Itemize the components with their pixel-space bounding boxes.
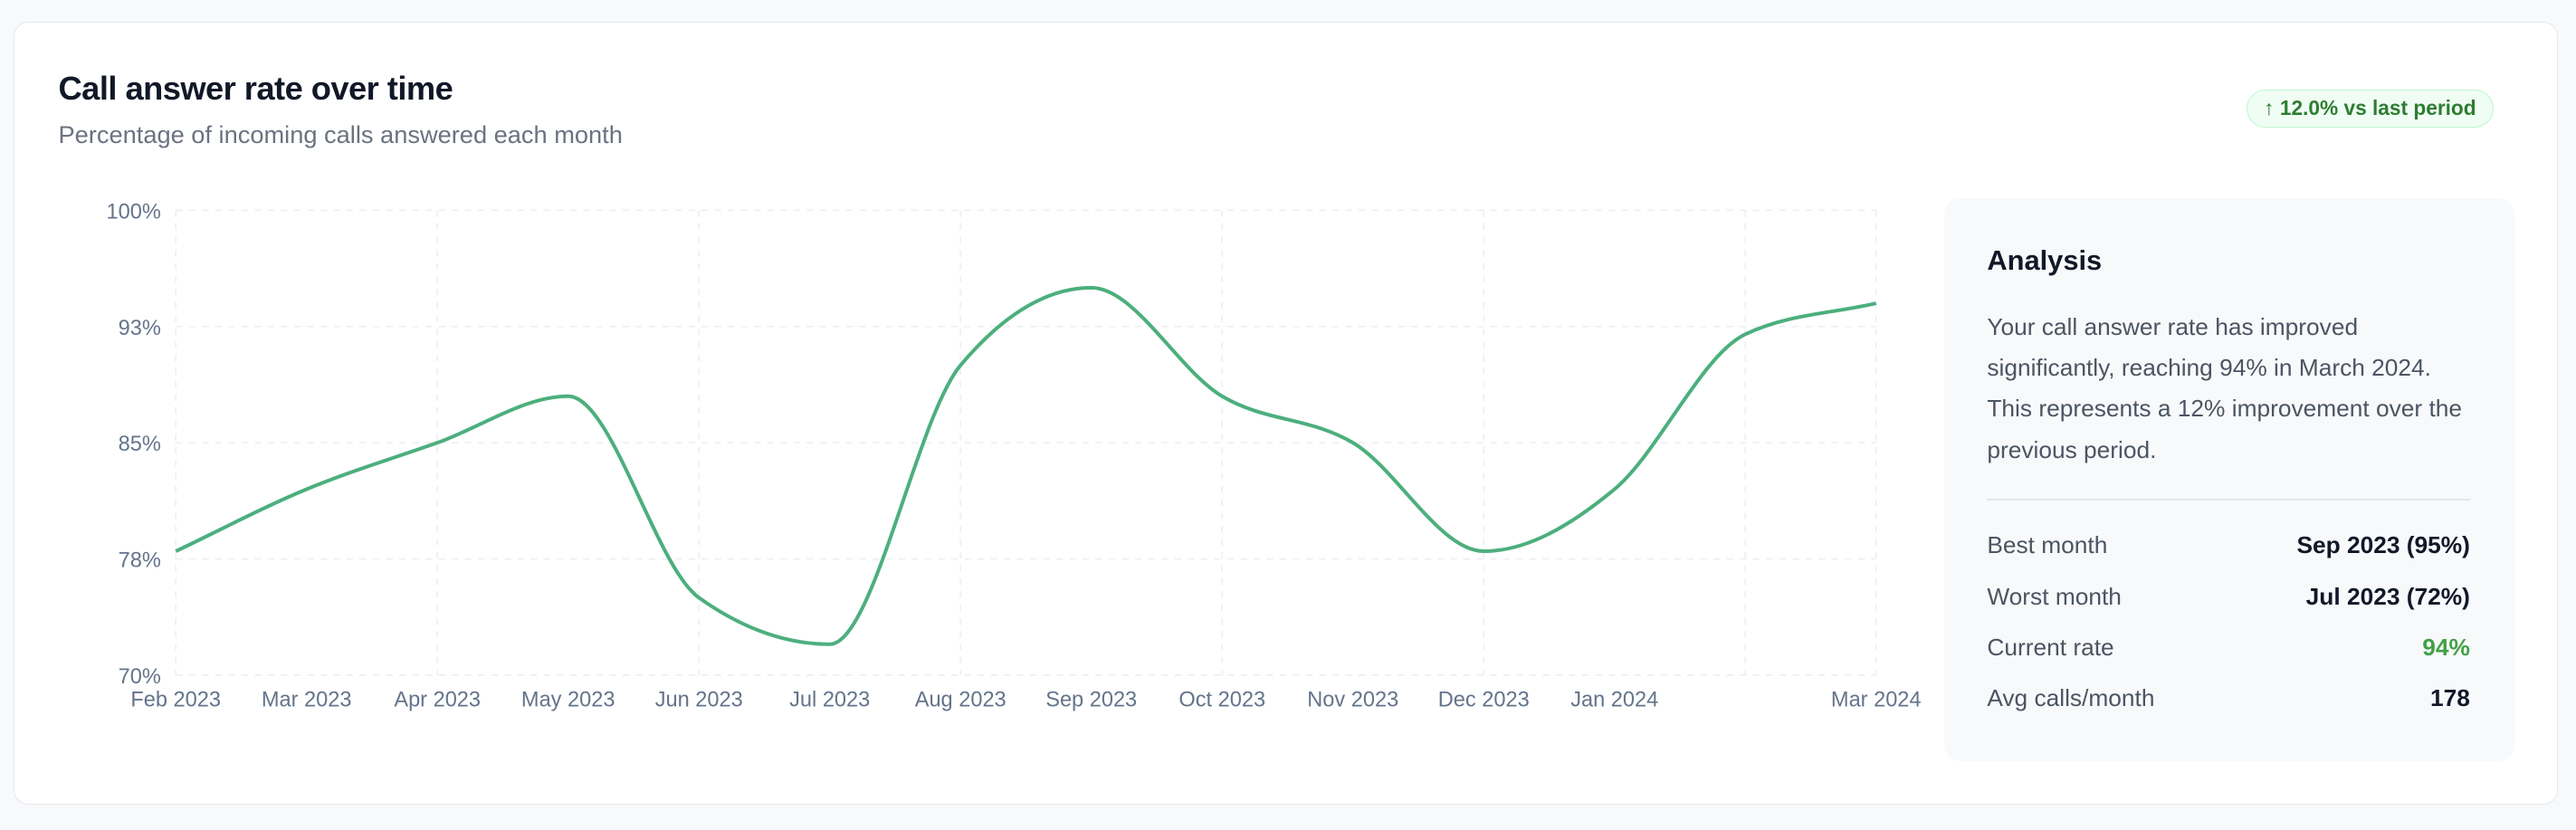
x-tick-label: Dec 2023	[1438, 687, 1530, 711]
y-tick-label: 70%	[119, 664, 161, 688]
x-tick-label: Apr 2023	[394, 687, 481, 711]
stat-current-rate: Current rate 94%	[1987, 634, 2470, 662]
arrow-up-icon: ↑	[2264, 96, 2275, 119]
trend-badge: ↑ 12.0% vs last period	[2247, 90, 2494, 128]
series-line	[175, 285, 1877, 646]
x-tick-label: Mar 2023	[262, 687, 352, 711]
trend-badge-text: 12.0% vs last period	[2279, 96, 2476, 119]
stat-best-month: Best month Sep 2023 (95%)	[1987, 531, 2470, 559]
stat-value: Jul 2023 (72%)	[2305, 582, 2470, 610]
x-tick-label: Feb 2023	[130, 687, 221, 711]
analysis-title: Analysis	[1987, 243, 2103, 276]
stat-value: 94%	[2422, 633, 2470, 661]
y-tick-label: 100%	[107, 199, 161, 223]
stat-value: 178	[2430, 684, 2470, 712]
x-tick-label: Sep 2023	[1045, 687, 1137, 711]
x-tick-label: Aug 2023	[915, 687, 1007, 711]
stat-label: Best month	[1987, 531, 2108, 559]
x-tick-label: Nov 2023	[1307, 687, 1398, 711]
x-tick-label: May 2023	[521, 687, 615, 711]
x-tick-label: Jul 2023	[789, 687, 870, 711]
card-subtitle: Percentage of incoming calls answered ea…	[58, 120, 623, 149]
analysis-text: Your call answer rate has improved signi…	[1987, 312, 2463, 463]
analysis-panel: Analysis Your call answer rate has impro…	[1944, 197, 2514, 762]
stat-value: Sep 2023 (95%)	[2296, 531, 2470, 559]
y-tick-label: 78%	[119, 549, 161, 572]
stat-avg-calls: Avg calls/month 178	[1987, 684, 2470, 712]
card-title: Call answer rate over time	[58, 70, 453, 108]
x-tick-label: Mar 2024	[1831, 687, 1922, 711]
divider	[1987, 498, 2470, 501]
stat-worst-month: Worst month Jul 2023 (72%)	[1987, 583, 2470, 611]
stat-label: Current rate	[1987, 633, 2114, 661]
stat-label: Avg calls/month	[1987, 684, 2155, 712]
stat-label: Worst month	[1987, 582, 2122, 610]
x-tick-label: Oct 2023	[1178, 687, 1265, 711]
x-tick-label: Jun 2023	[655, 687, 743, 711]
x-tick-label: Jan 2024	[1570, 687, 1658, 711]
y-tick-label: 93%	[119, 316, 161, 339]
y-tick-label: 85%	[119, 432, 161, 455]
